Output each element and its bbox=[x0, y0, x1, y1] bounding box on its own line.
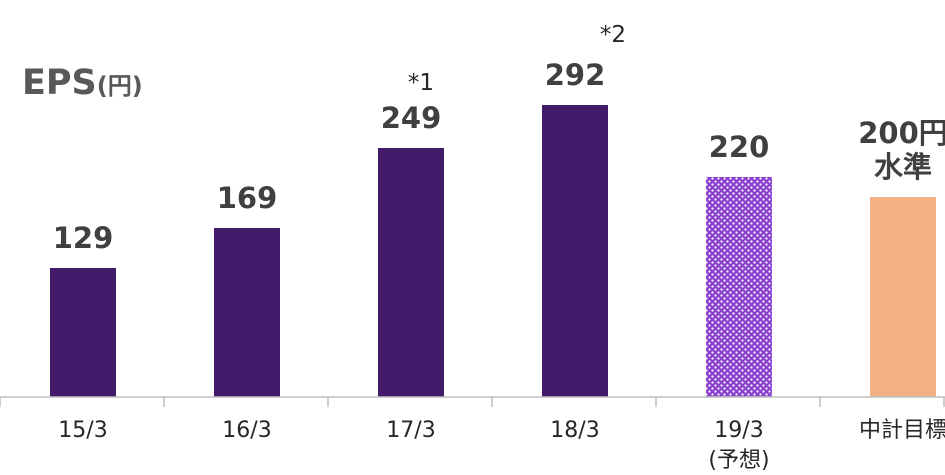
value-label: 水準 bbox=[874, 150, 932, 184]
notes-group: *1 *2 bbox=[408, 22, 626, 96]
value-label: 220 bbox=[709, 130, 770, 164]
bar-中計目標 bbox=[870, 197, 936, 397]
bar-18/3 bbox=[542, 105, 608, 397]
footnote-marker: *1 bbox=[408, 70, 434, 96]
bar-19/3 bbox=[706, 177, 772, 397]
value-label: 200円 bbox=[858, 116, 945, 150]
value-label: 169 bbox=[217, 181, 278, 215]
x-tick-sublabel: (予想) bbox=[708, 448, 769, 473]
chart-title-unit: (円) bbox=[97, 72, 143, 100]
bar-15/3 bbox=[50, 268, 116, 397]
x-tick-label: 中計目標 bbox=[859, 418, 945, 443]
x-tick-label: 18/3 bbox=[550, 418, 599, 443]
bar-17/3 bbox=[378, 148, 444, 397]
value-label: 249 bbox=[381, 101, 442, 135]
x-axis-ticks bbox=[0, 397, 945, 407]
bar-16/3 bbox=[214, 228, 280, 397]
footnote-marker: *2 bbox=[600, 22, 626, 48]
x-tick-label: 19/3 bbox=[714, 418, 763, 443]
x-tick-label: 17/3 bbox=[386, 418, 435, 443]
x-tick-label: 15/3 bbox=[58, 418, 107, 443]
value-label: 129 bbox=[53, 221, 114, 255]
chart-title: EPS(円) bbox=[22, 63, 143, 103]
x-axis-labels: 15/3 16/3 17/3 18/3 19/3 (予想) 中計目標 bbox=[58, 418, 945, 473]
value-label: 292 bbox=[545, 58, 606, 92]
x-tick-label: 16/3 bbox=[222, 418, 271, 443]
bars-group bbox=[50, 105, 936, 397]
